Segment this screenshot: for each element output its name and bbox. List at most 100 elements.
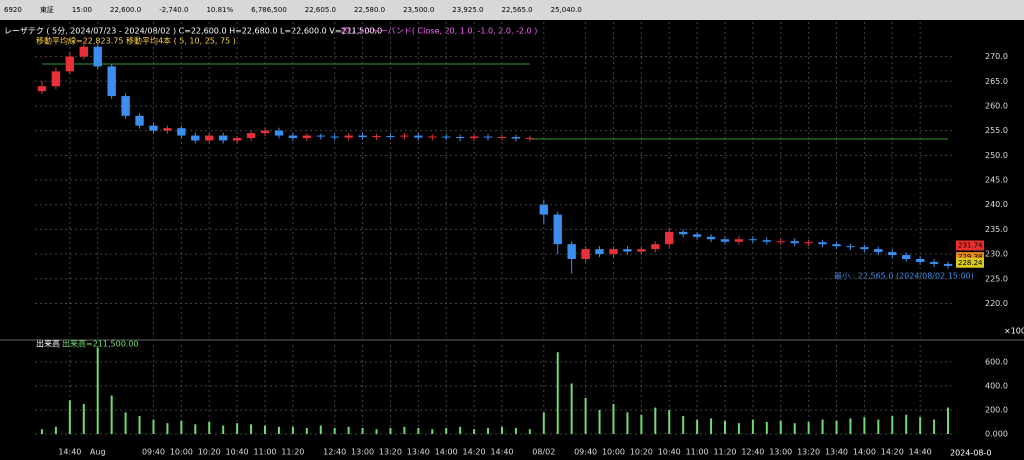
toolbar-text: 東証 (40, 5, 54, 14)
volume-bar (277, 426, 280, 434)
candle-body (734, 239, 744, 242)
volume-bar (473, 429, 476, 434)
volume-bar (208, 421, 211, 434)
volume-bar (514, 427, 517, 434)
candle-body (846, 246, 855, 248)
y-tick-label: 225.0 (985, 274, 1008, 283)
header-line: レーザテク ( 5分, 2024/07/23 - 2024/08/02 ) C=… (4, 27, 382, 36)
x-tick-label: 14:40 (909, 448, 932, 457)
x-tick-label: 10:00 (170, 448, 193, 457)
candle-body (720, 239, 730, 242)
annotation: 最小 : 22,565.0 (2024/08/02 15:00) (834, 272, 974, 281)
volume-bar (654, 407, 657, 434)
candle-body (93, 46, 102, 67)
volume-bar (96, 347, 99, 434)
volume-bar (487, 427, 490, 434)
volume-tick-label: 200.0 (985, 405, 1008, 414)
candle-body (302, 135, 311, 139)
volume-title: 出来高 (36, 339, 60, 349)
candle-body (929, 261, 939, 264)
candle-body (316, 135, 325, 137)
candle-body (107, 66, 116, 97)
candle-body (455, 137, 465, 139)
volume-bar (682, 415, 685, 434)
toolbar-text: 15:00 (72, 6, 92, 14)
volume-bar (333, 427, 336, 434)
candle-body (539, 204, 548, 215)
volume-bar (305, 427, 308, 434)
candle-body (232, 138, 242, 141)
y-tick-label: 250.0 (985, 151, 1008, 160)
volume-tick-label: 400.0 (985, 381, 1008, 390)
toolbar-text: 22,580.0 (354, 6, 385, 14)
x-tick-label: 11:20 (713, 448, 736, 457)
toolbar-text: 6,786,500 (251, 6, 287, 14)
candle-body (595, 249, 604, 255)
x-tick-label: 13:00 (769, 448, 792, 457)
volume-bar (933, 419, 936, 434)
volume-bar (110, 395, 113, 434)
x-tick-label: 09:40 (142, 448, 165, 457)
volume-bar (82, 403, 85, 434)
price-marker-label: 229.38 (958, 253, 983, 261)
volume-bar (891, 415, 894, 434)
x-tick-label: 10:40 (226, 448, 249, 457)
volume-bar (877, 419, 880, 434)
header-ma: 移動平均線=22,823.75 移動平均4本 ( 5, 10, 25, 75 ) (36, 36, 236, 46)
toolbar-text: -2,740.0 (159, 6, 188, 14)
y-tick-label: 230.0 (985, 250, 1008, 259)
candle-body (915, 259, 925, 262)
volume-bar (696, 419, 699, 434)
price-marker (956, 252, 984, 263)
candle-body (832, 244, 841, 247)
volume-bar (863, 417, 866, 434)
volume-bar (528, 429, 531, 434)
y-tick-label: 245.0 (985, 176, 1008, 185)
volume-bar (500, 426, 503, 434)
candle-body (748, 239, 758, 241)
volume-bar (152, 419, 155, 434)
candle-body (400, 135, 409, 137)
volume-bar (68, 400, 71, 434)
x-tick-label: 14:40 (58, 448, 81, 457)
volume-bar (765, 421, 768, 434)
volume-bar (807, 421, 810, 434)
volume-bar (291, 426, 294, 434)
x-tick-label: 12:40 (741, 448, 764, 457)
candle-body (525, 138, 535, 140)
x-tick-label: 14:40 (490, 448, 513, 457)
volume-bar (250, 424, 253, 434)
volume-bar (347, 426, 350, 434)
volume-bar (724, 420, 726, 434)
x-tick-label: 11:20 (281, 448, 304, 457)
toolbar-items: 6920 東証 15:00 22,600.0 -2,740.0 10.81% 6,786,5… (4, 5, 582, 14)
y-tick-label: 255.0 (985, 126, 1008, 135)
volume-bar (361, 427, 364, 434)
volume-bar (737, 423, 740, 434)
candle-body (260, 130, 270, 134)
volume-bar (319, 425, 322, 434)
volume-bar (947, 407, 950, 434)
toolbar-text: 22,565.0 (501, 6, 532, 14)
volume-bar (431, 429, 434, 434)
unit-label: ×100 (1004, 327, 1024, 336)
volume-bar (180, 420, 183, 434)
volume-tick-label: 600.0 (985, 357, 1008, 366)
candle-body (665, 231, 674, 245)
x-tick-label: 13:20 (797, 448, 820, 457)
volume-bar (166, 423, 169, 434)
candle-body (358, 135, 367, 138)
volume-bar (835, 420, 838, 434)
candle-body (386, 136, 395, 138)
volume-label: 出来高=211,500.00 (62, 339, 139, 349)
volume-bar (821, 419, 824, 434)
volume-bar (542, 412, 545, 434)
candle-body (246, 133, 256, 139)
candle-body (65, 56, 75, 72)
x-tick-label: 13:00 (351, 448, 374, 457)
x-tick-label: 08/02 (532, 448, 555, 457)
header-bollinger: ボリンジャーバンド( Close, 20, 1.0, -1.0, 2.0, -2… (340, 27, 537, 36)
volume-bar (54, 426, 57, 434)
toolbar (0, 0, 1024, 20)
candle-body (637, 249, 646, 252)
